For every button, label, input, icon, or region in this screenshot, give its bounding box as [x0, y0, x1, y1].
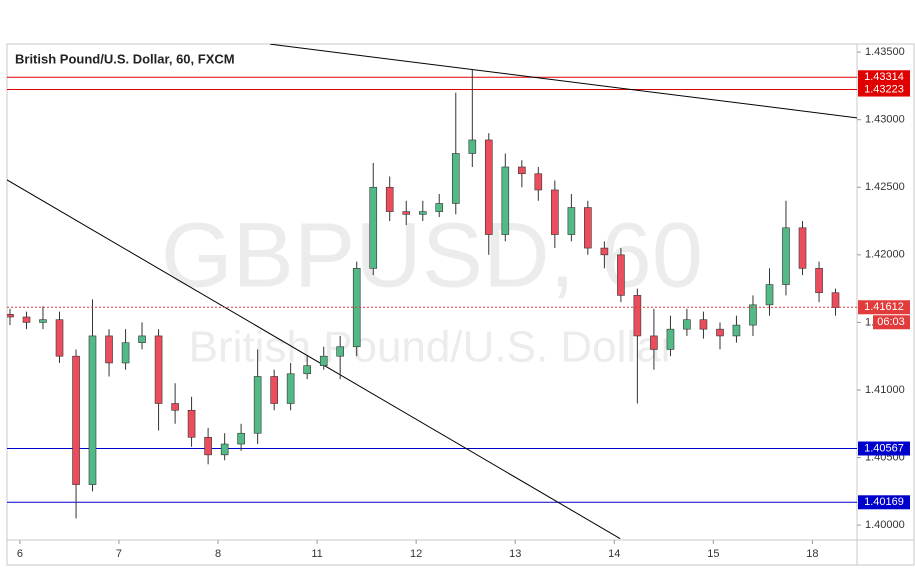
candle-body: [336, 346, 344, 357]
current-price-label: 1.41612: [864, 301, 904, 313]
candle-body: [286, 373, 295, 404]
candle-body: [237, 432, 245, 445]
candle-body: [765, 284, 774, 306]
x-tick-label: 18: [806, 548, 818, 560]
candle-body: [187, 409, 196, 438]
chart-title: British Pound/U.S. Dollar, 60, FXCM: [15, 51, 235, 66]
candle-body: [600, 247, 609, 256]
candle-body: [815, 268, 823, 293]
trendline: [7, 179, 621, 540]
x-tick-label: 11: [311, 548, 322, 560]
watermark-subtitle: British Pound/U.S. Dollar: [189, 323, 676, 372]
x-tick-label: 6: [17, 548, 23, 560]
candle-body: [617, 254, 625, 296]
candle-body: [782, 227, 790, 285]
x-tick-label: 15: [707, 548, 719, 560]
countdown-box: [873, 315, 910, 330]
candle-body: [418, 211, 427, 215]
y-tick-label: 1.43500: [865, 46, 905, 58]
candle-body: [154, 335, 163, 404]
candle-body: [501, 166, 510, 235]
current-price-box: [858, 300, 910, 315]
candle-body: [451, 153, 460, 204]
level-label: 1.40567: [864, 442, 904, 454]
candle-body: [551, 189, 559, 235]
candle-body: [831, 292, 840, 308]
y-tick-label: 1.42000: [865, 249, 905, 261]
x-tick-label: 12: [410, 548, 422, 560]
candle-body: [319, 355, 328, 366]
watermark: GBPUSD, 60: [161, 204, 703, 306]
candle-body: [402, 211, 411, 215]
candle-body: [253, 376, 262, 434]
x-tick-label: 14: [608, 548, 620, 560]
level-label: 1.43314: [864, 71, 904, 83]
candle-body: [518, 166, 526, 175]
axes: 1.435001.430001.425001.420001.415001.410…: [17, 46, 910, 560]
candle-body: [484, 139, 493, 235]
candle-body: [55, 319, 64, 357]
candle-body: [171, 403, 179, 411]
candle-body: [699, 319, 708, 330]
y-tick-label: 1.40000: [865, 519, 905, 531]
x-tick-label: 13: [509, 548, 521, 560]
x-tick-label: 7: [116, 548, 122, 560]
level-label: 1.43223: [864, 83, 904, 95]
y-tick-label: 1.41000: [865, 384, 905, 396]
candle-body: [385, 186, 394, 212]
candle-body: [468, 139, 477, 154]
candle-body: [633, 295, 642, 337]
candle-body: [303, 365, 311, 375]
level-label-box: [858, 441, 910, 456]
candle-body: [435, 203, 444, 212]
level-label-box: [858, 82, 910, 97]
candle-body: [584, 207, 592, 249]
plot-area: [7, 44, 857, 540]
candle-body: [138, 335, 146, 343]
candle-body: [88, 335, 97, 485]
candle-body: [683, 319, 691, 330]
candle-body: [716, 328, 724, 337]
level-label-box: [858, 495, 910, 510]
candle-body: [534, 173, 543, 191]
candle-body: [72, 355, 80, 485]
candle-body: [567, 207, 576, 235]
level-label-box: [858, 70, 910, 85]
y-tick-label: 1.42500: [865, 181, 905, 193]
candle-body: [650, 335, 658, 350]
frame: [6, 43, 915, 566]
candle-body: [270, 376, 278, 404]
candle-body: [732, 324, 741, 337]
candle-body: [39, 319, 47, 323]
x-tick-label: 8: [215, 548, 221, 560]
candle-body: [22, 316, 31, 323]
countdown-label: 06:03: [877, 316, 905, 328]
candle-body: [220, 443, 229, 456]
candle-body: [749, 304, 757, 326]
candle-body: [369, 186, 378, 269]
watermark-group: GBPUSD, 60 British Pound/U.S. Dollar: [161, 204, 703, 371]
candle-body: [121, 342, 130, 364]
candle-body: [7, 313, 14, 318]
candle-body: [666, 328, 675, 350]
level-label: 1.40169: [864, 496, 904, 508]
y-tick-label: 1.43000: [865, 114, 905, 126]
candle-body: [105, 335, 113, 364]
candle-body: [798, 227, 807, 269]
candle-body: [204, 436, 212, 456]
trendline: [269, 44, 857, 119]
